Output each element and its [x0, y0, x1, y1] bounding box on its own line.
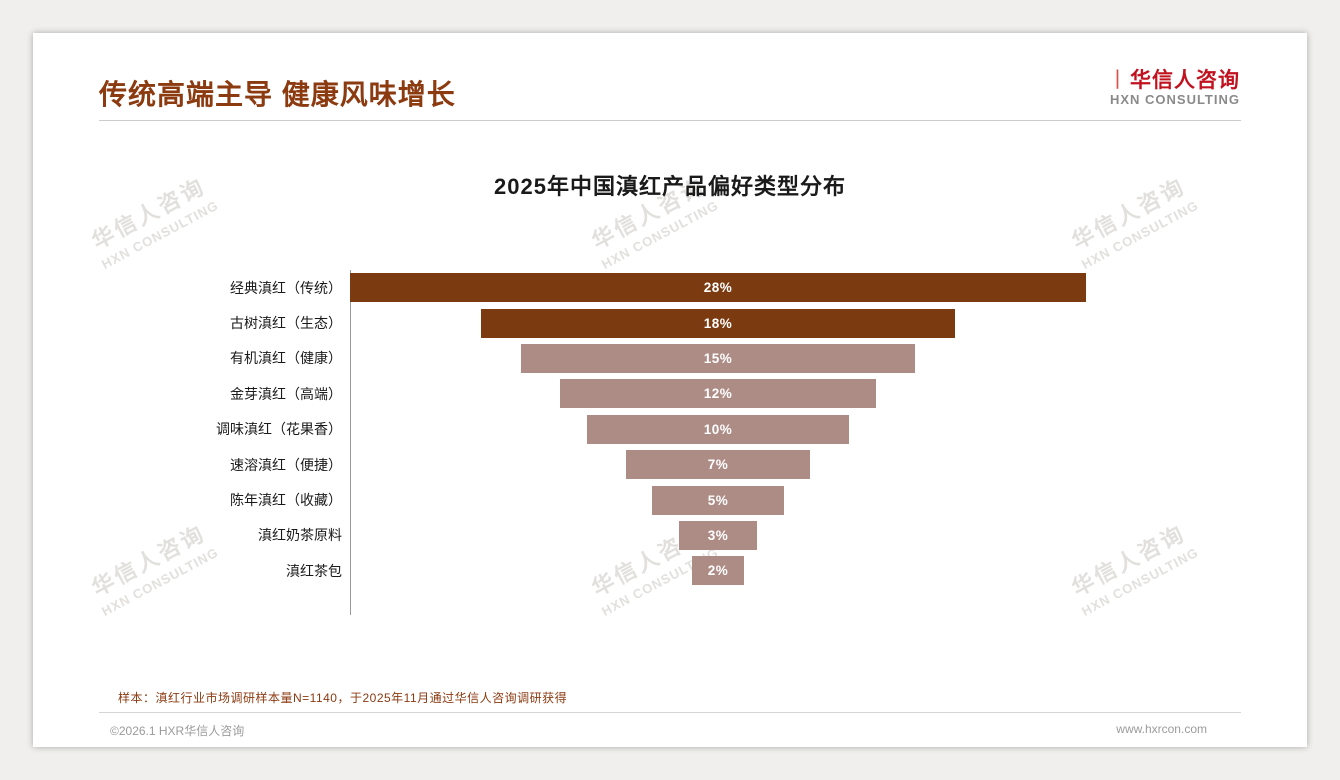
chart-row: 有机滇红（健康） 15%	[99, 341, 1086, 376]
bar-area: 7%	[350, 450, 1086, 480]
category-label: 速溶滇红（便捷）	[230, 456, 342, 473]
category-label: 经典滇红（传统）	[230, 279, 342, 296]
bar-area: 18%	[350, 308, 1086, 338]
header-divider	[99, 120, 1241, 121]
bar-area: 10%	[350, 414, 1086, 444]
category-label: 调味滇红（花果香）	[216, 421, 342, 438]
company-logo: 丨华信人咨询 HXN CONSULTING	[1107, 69, 1240, 108]
bar-area: 15%	[350, 343, 1086, 373]
y-axis-line	[350, 270, 351, 615]
bar-value-label: 2%	[707, 563, 729, 579]
bar-value-label: 7%	[707, 457, 729, 473]
bar-area: 2%	[350, 556, 1086, 586]
chart-title: 2025年中国滇红产品偏好类型分布	[494, 174, 846, 199]
bar: 12%	[560, 379, 876, 409]
bar-value-label: 3%	[707, 527, 729, 543]
bar-value-label: 15%	[703, 350, 733, 366]
logo-cn-text: 华信人咨询	[1130, 69, 1240, 92]
category-label: 古树滇红（生态）	[230, 315, 342, 332]
funnel-chart: 经典滇红（传统） 28% 古树滇红（生态） 18% 有机滇红（健康） 15% 金芽滇红（高端…	[99, 270, 1086, 589]
footer-divider	[99, 712, 1241, 713]
category-label: 滇红奶茶原料	[258, 527, 342, 544]
bar-value-label: 10%	[703, 421, 733, 437]
bar: 10%	[586, 414, 850, 444]
logo-cn-line: 丨华信人咨询	[1107, 69, 1240, 93]
category-label: 金芽滇红（高端）	[230, 385, 342, 402]
bar: 7%	[626, 450, 810, 480]
bar: 3%	[678, 520, 758, 550]
bar: 28%	[350, 273, 1086, 303]
bar-area: 12%	[350, 379, 1086, 409]
bar-value-label: 28%	[703, 280, 733, 296]
bar: 2%	[691, 556, 745, 586]
chart-row: 调味滇红（花果香） 10%	[99, 412, 1086, 447]
bar-area: 28%	[350, 273, 1086, 303]
chart-row: 金芽滇红（高端） 12%	[99, 376, 1086, 411]
chart-row: 滇红奶茶原料 3%	[99, 518, 1086, 553]
chart-row: 滇红茶包 2%	[99, 553, 1086, 588]
chart-row: 陈年滇红（收藏） 5%	[99, 482, 1086, 517]
bar-area: 3%	[350, 520, 1086, 550]
chart-row: 经典滇红（传统） 28%	[99, 270, 1086, 305]
bar-value-label: 12%	[703, 386, 733, 402]
category-label: 有机滇红（健康）	[230, 350, 342, 367]
chart-row: 古树滇红（生态） 18%	[99, 305, 1086, 340]
bar-value-label: 18%	[703, 315, 733, 331]
slide: 华信人咨询 HXN CONSULTING 华信人咨询 HXN CONSULTING 华信…	[33, 33, 1307, 747]
sample-note: 样本：滇红行业市场调研样本量N=1140，于2025年11月通过华信人咨询调研获…	[118, 691, 568, 705]
logo-mark-icon: 丨	[1107, 69, 1129, 92]
bar: 18%	[481, 308, 955, 338]
bar-area: 5%	[350, 485, 1086, 515]
logo-en-text: HXN CONSULTING	[1109, 92, 1240, 108]
copyright-text: ©2026.1 HXR华信人咨询	[110, 724, 245, 738]
bar-value-label: 5%	[707, 492, 729, 508]
slide-title: 传统高端主导 健康风味增长	[99, 79, 456, 110]
chart-row: 速溶滇红（便捷） 7%	[99, 447, 1086, 482]
bar: 15%	[520, 343, 916, 373]
bar: 5%	[652, 485, 784, 515]
category-label: 陈年滇红（收藏）	[230, 492, 342, 509]
website-text: www.hxrcon.com	[1116, 722, 1207, 736]
category-label: 滇红茶包	[286, 562, 342, 579]
